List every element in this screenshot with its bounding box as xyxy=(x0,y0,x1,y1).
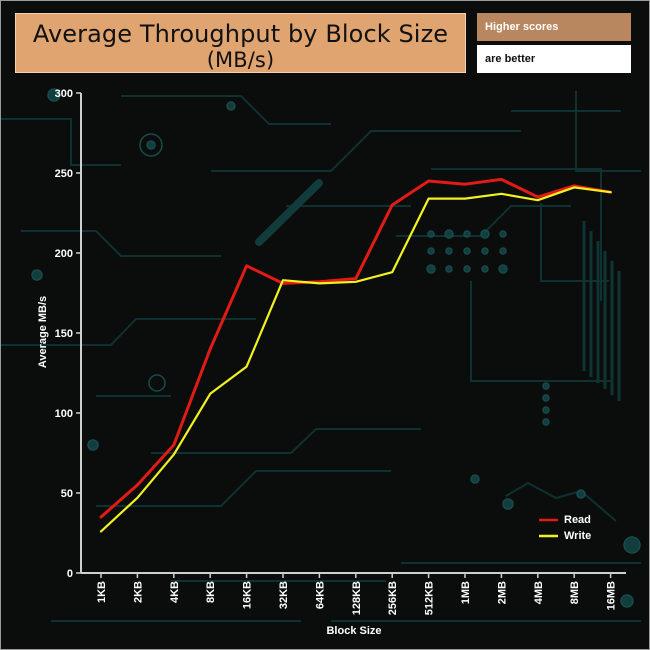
x-tick-label: 1KB xyxy=(96,581,108,603)
x-tick-label: 128KB xyxy=(351,581,363,615)
y-tick-label: 0 xyxy=(67,568,73,580)
legend-read-label: Read xyxy=(564,514,591,526)
x-tick-label: 4KB xyxy=(169,581,181,603)
background-vertical-bars xyxy=(582,221,621,401)
are-better-note: are better xyxy=(477,45,631,73)
x-tick-label: 2MB xyxy=(496,581,508,604)
chart-unit: (MB/s) xyxy=(206,48,275,72)
background-nodes xyxy=(31,88,641,608)
chart-title: Average Throughput by Block Size xyxy=(32,20,449,48)
higher-scores-note: Higher scores xyxy=(477,13,631,41)
y-tick-label: 150 xyxy=(55,328,73,340)
y-axis: 0 50 100 150 200 250 300 xyxy=(55,88,81,580)
x-tick-label: 64KB xyxy=(314,581,326,609)
write-line xyxy=(99,186,612,533)
x-tick-label: 1MB xyxy=(460,581,472,604)
x-tick-label: 16KB xyxy=(242,581,254,609)
x-axis-title: Block Size xyxy=(326,625,381,637)
read-line xyxy=(99,177,613,519)
legend: Read Write xyxy=(539,514,591,542)
x-tick-label: 512KB xyxy=(424,581,436,615)
x-axis: 1KB 2KB 4KB 8KB 16KB 32KB 64KB 128KB 256KB 512KB 1… xyxy=(96,573,618,615)
y-axis-title: Average MB/s xyxy=(37,296,49,368)
x-tick-label: 256KB xyxy=(387,581,399,615)
y-tick-label: 250 xyxy=(55,168,73,180)
legend-write-label: Write xyxy=(564,530,591,542)
background-diagonal-strip xyxy=(255,179,323,246)
x-tick-label: 16MB xyxy=(606,581,618,610)
y-tick-label: 300 xyxy=(55,88,73,100)
series-lines xyxy=(99,177,613,533)
x-tick-label: 32KB xyxy=(278,581,290,609)
background-decoration xyxy=(1,91,641,622)
axes xyxy=(80,93,626,574)
x-tick-label: 8KB xyxy=(205,581,217,603)
x-tick-label: 2KB xyxy=(132,581,144,603)
chart-title-box: Average Throughput by Block Size (MB/s) xyxy=(15,13,466,73)
x-tick-label: 4MB xyxy=(533,581,545,604)
y-tick-label: 100 xyxy=(55,408,73,420)
y-tick-label: 50 xyxy=(61,488,73,500)
x-tick-label: 8MB xyxy=(569,581,581,604)
y-tick-label: 200 xyxy=(55,248,73,260)
